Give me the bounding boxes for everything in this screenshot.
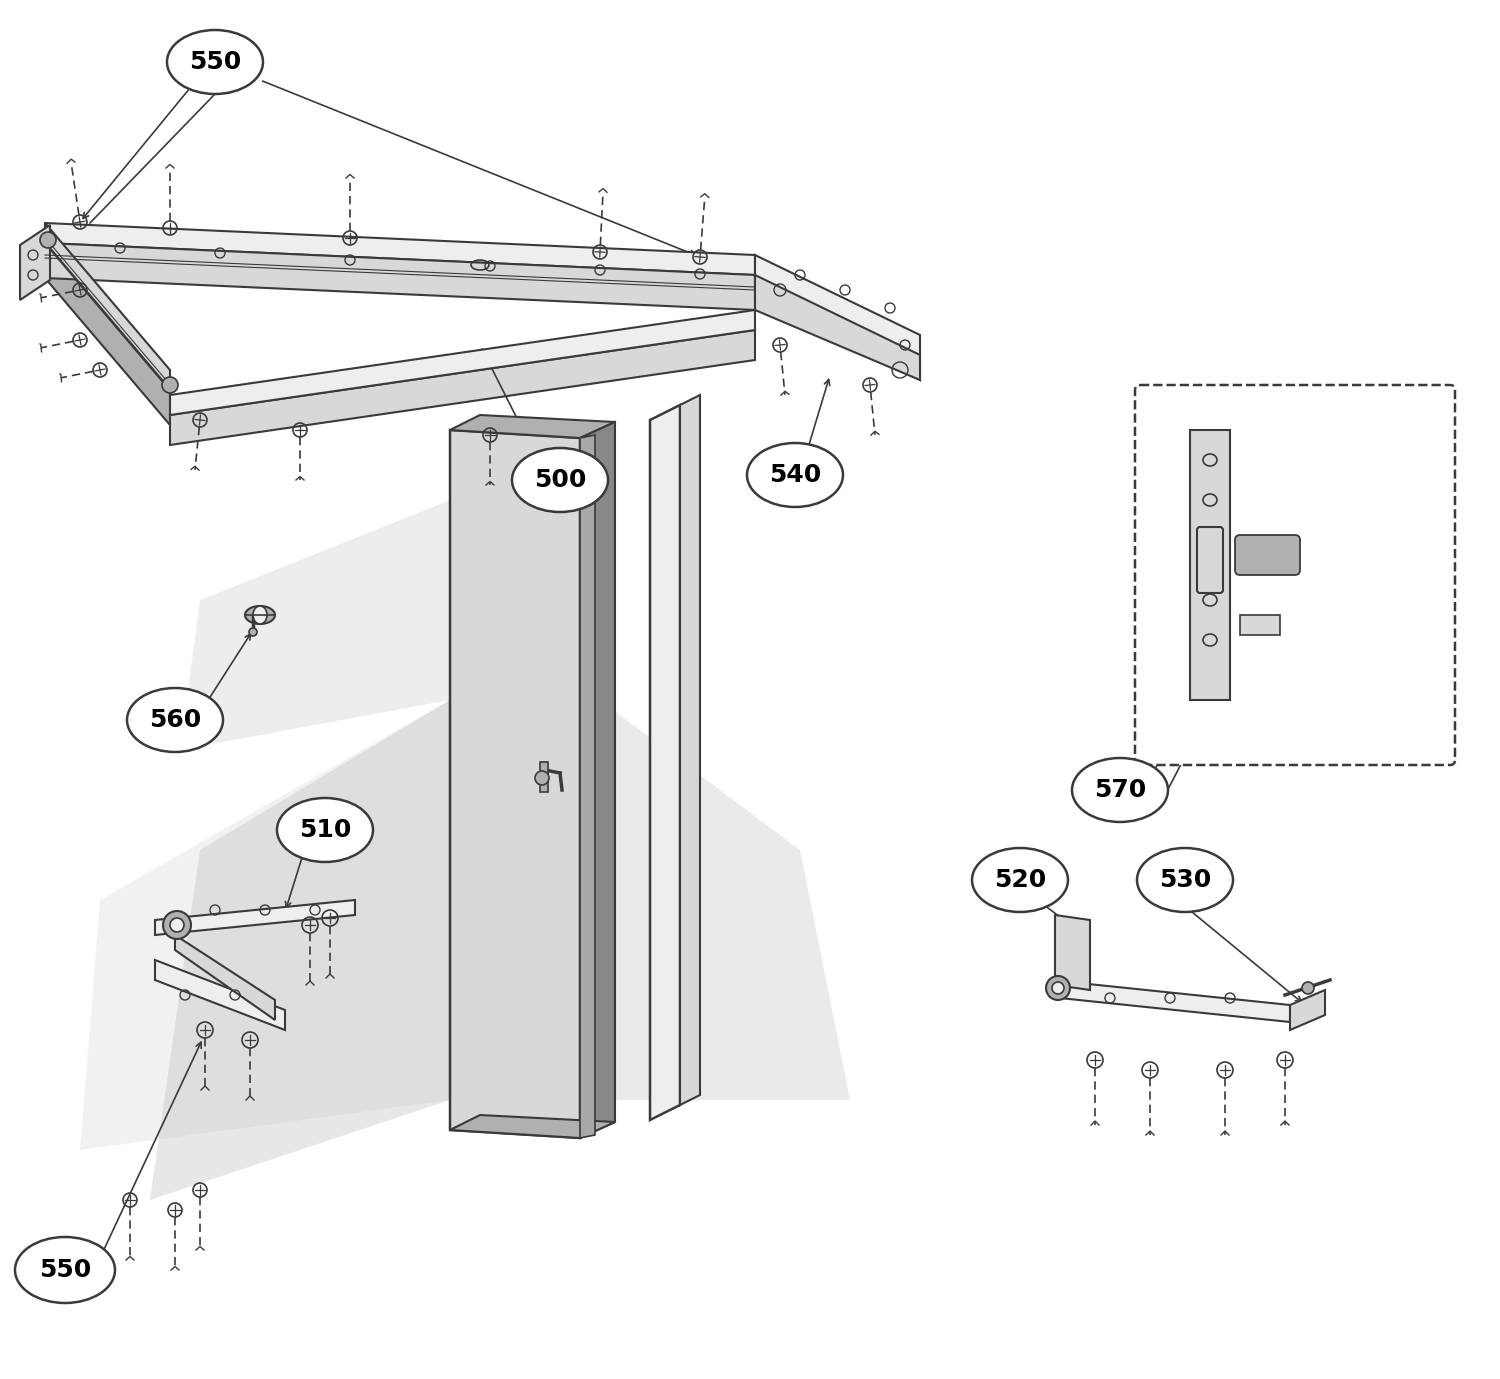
- Polygon shape: [754, 274, 920, 381]
- Text: 560: 560: [148, 707, 201, 732]
- Polygon shape: [45, 223, 170, 390]
- Polygon shape: [170, 310, 754, 415]
- Ellipse shape: [128, 688, 224, 752]
- Ellipse shape: [15, 1237, 116, 1303]
- Circle shape: [1046, 976, 1070, 1000]
- Circle shape: [1302, 982, 1314, 994]
- Polygon shape: [580, 422, 615, 1138]
- Circle shape: [536, 771, 549, 785]
- Text: 570: 570: [1094, 778, 1146, 803]
- Polygon shape: [1050, 980, 1290, 1022]
- Polygon shape: [176, 935, 274, 1020]
- Ellipse shape: [972, 848, 1068, 912]
- Polygon shape: [20, 225, 50, 301]
- Polygon shape: [154, 900, 356, 935]
- Bar: [540, 763, 548, 792]
- Bar: [1240, 615, 1280, 634]
- Ellipse shape: [1072, 758, 1168, 822]
- Ellipse shape: [278, 798, 374, 862]
- Polygon shape: [45, 223, 754, 274]
- Ellipse shape: [244, 605, 274, 625]
- Polygon shape: [180, 501, 450, 750]
- Ellipse shape: [512, 448, 608, 512]
- Polygon shape: [680, 394, 700, 1105]
- Text: 550: 550: [39, 1258, 92, 1282]
- Polygon shape: [45, 243, 170, 425]
- Circle shape: [170, 918, 184, 932]
- FancyBboxPatch shape: [1234, 535, 1300, 575]
- Text: 500: 500: [534, 467, 586, 492]
- Polygon shape: [450, 430, 580, 1138]
- Text: 520: 520: [994, 867, 1045, 892]
- Ellipse shape: [166, 30, 262, 94]
- Ellipse shape: [254, 605, 267, 625]
- Polygon shape: [754, 255, 920, 381]
- Circle shape: [40, 232, 56, 248]
- Polygon shape: [45, 243, 754, 310]
- Text: 530: 530: [1160, 867, 1210, 892]
- Polygon shape: [450, 1116, 615, 1138]
- Polygon shape: [450, 415, 615, 439]
- Circle shape: [1052, 982, 1064, 994]
- Bar: [1190, 430, 1230, 701]
- Text: 540: 540: [770, 463, 820, 487]
- Circle shape: [162, 376, 178, 393]
- Circle shape: [164, 912, 190, 939]
- Polygon shape: [650, 405, 680, 1120]
- Circle shape: [249, 627, 256, 636]
- Ellipse shape: [747, 443, 843, 507]
- Ellipse shape: [1137, 848, 1233, 912]
- Polygon shape: [580, 434, 596, 1138]
- FancyBboxPatch shape: [1136, 385, 1455, 765]
- Polygon shape: [1054, 916, 1090, 990]
- Polygon shape: [80, 701, 450, 1150]
- Text: 550: 550: [189, 50, 242, 74]
- Polygon shape: [150, 701, 450, 1200]
- Polygon shape: [154, 960, 285, 1030]
- Polygon shape: [1290, 990, 1324, 1030]
- Polygon shape: [600, 701, 850, 1100]
- Polygon shape: [170, 330, 754, 445]
- Text: 510: 510: [298, 818, 351, 843]
